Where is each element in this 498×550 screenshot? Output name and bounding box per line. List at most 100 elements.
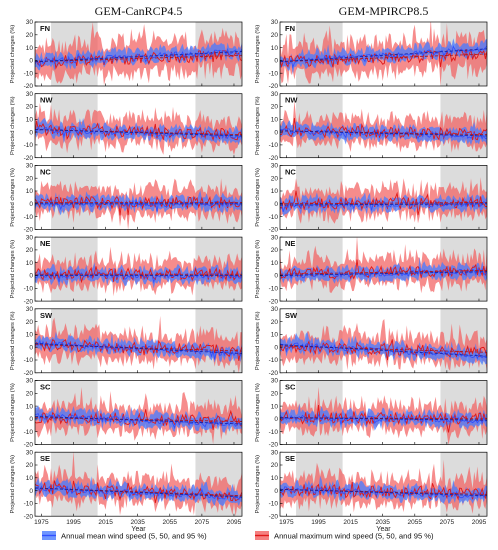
panel-frame bbox=[279, 93, 488, 159]
mean-wind-band bbox=[280, 257, 487, 285]
y-tick-label: 20 bbox=[271, 247, 279, 254]
y-axis-label: Projected changes (%) bbox=[255, 96, 261, 155]
panel-frame bbox=[34, 380, 243, 445]
y-tick-label: 30 bbox=[26, 449, 34, 456]
x-tick-label: 1995 bbox=[311, 519, 326, 526]
panel-se-1: -20 -10 0 10 20 30 Projected changes (%) SE 1975… bbox=[10, 449, 243, 533]
y-tick-label: 10 bbox=[26, 260, 34, 267]
panel-ne-1: -20 -10 0 10 20 30 Projected changes (%) NE bbox=[10, 234, 243, 305]
panel-sc-1: -20 -10 0 10 20 30 Projected changes (%) SC bbox=[10, 378, 243, 449]
panel-frame bbox=[34, 93, 243, 159]
y-axis-label: Projected changes (%) bbox=[10, 25, 16, 84]
mean-wind-trend bbox=[280, 48, 487, 63]
y-axis-label: Projected changes (%) bbox=[10, 96, 16, 155]
panel-frame bbox=[34, 21, 243, 87]
y-tick-label: -20 bbox=[24, 513, 34, 520]
mean-wind-trend bbox=[280, 488, 487, 497]
region-label: SW bbox=[40, 311, 53, 320]
mean-wind-trend bbox=[35, 487, 242, 498]
y-tick-label: 0 bbox=[274, 201, 278, 208]
y-tick-label: -20 bbox=[24, 298, 34, 305]
y-tick-label: 30 bbox=[271, 19, 279, 26]
region-label: FN bbox=[285, 24, 295, 33]
y-tick-label: 30 bbox=[271, 378, 279, 385]
mean-wind-trend bbox=[35, 129, 242, 137]
max-wind-trend bbox=[280, 345, 487, 353]
y-tick-label: 30 bbox=[271, 234, 279, 241]
y-tick-label: 20 bbox=[26, 462, 34, 469]
max-wind-median bbox=[280, 48, 487, 69]
y-tick-label: 20 bbox=[271, 32, 279, 39]
y-tick-label: 0 bbox=[274, 488, 278, 495]
mean-wind-band bbox=[35, 260, 242, 289]
max-wind-trend bbox=[35, 129, 242, 136]
panel-frame bbox=[279, 451, 488, 517]
panel-frame bbox=[279, 165, 488, 230]
y-tick-label: 0 bbox=[29, 344, 33, 351]
region-label: NC bbox=[285, 167, 296, 176]
x-axis-label: Year bbox=[376, 526, 391, 533]
mean-wind-band bbox=[35, 331, 242, 363]
y-tick-label: 0 bbox=[274, 273, 278, 280]
panel-sc-2: -20 -10 0 10 20 30 Projected changes (%) SC bbox=[255, 378, 488, 449]
x-tick-label: 2035 bbox=[375, 519, 390, 526]
mean-wind-trend bbox=[35, 342, 242, 354]
panel-nw-2: -20 -10 0 10 20 30 Projected changes (%) NW bbox=[255, 91, 488, 162]
y-tick-label: 10 bbox=[26, 188, 34, 195]
y-axis-label: Projected changes (%) bbox=[10, 455, 16, 514]
x-tick-label: 2095 bbox=[227, 519, 242, 526]
y-tick-label: -10 bbox=[269, 429, 279, 436]
x-tick-label: 2075 bbox=[195, 519, 210, 526]
mean-wind-trend bbox=[280, 203, 487, 206]
y-tick-label: 0 bbox=[274, 344, 278, 351]
panel-fn-2: -20 -10 0 10 20 30 Projected changes (%) FN bbox=[255, 19, 488, 90]
panel-frame bbox=[34, 165, 243, 230]
panel-sw-2: -20 -10 0 10 20 30 Projected changes (%) SW bbox=[255, 306, 488, 377]
mean-wind-median bbox=[280, 267, 487, 280]
y-tick-label: -20 bbox=[269, 513, 279, 520]
legend-entry: Annual mean wind speed (5, 50, and 95 %) bbox=[42, 531, 207, 541]
y-tick-label: 30 bbox=[26, 378, 34, 385]
column-title: GEM-CanRCP4.5 bbox=[95, 4, 183, 18]
region-label: NW bbox=[40, 96, 53, 105]
y-tick-label: -10 bbox=[269, 357, 279, 364]
y-tick-label: 0 bbox=[274, 416, 278, 423]
panel-frame bbox=[34, 236, 243, 302]
y-tick-label: 10 bbox=[271, 45, 279, 52]
region-label: NW bbox=[285, 96, 298, 105]
max-wind-trend bbox=[35, 54, 242, 63]
y-tick-label: -20 bbox=[269, 370, 279, 377]
y-tick-label: -10 bbox=[269, 286, 279, 293]
panel-nc-2: -20 -10 0 10 20 30 Projected changes (%) NC bbox=[255, 163, 488, 234]
column-title: GEM-MPIRCP8.5 bbox=[339, 4, 429, 18]
y-tick-label: 10 bbox=[26, 45, 34, 52]
y-tick-label: -10 bbox=[24, 70, 34, 77]
max-wind-median bbox=[35, 409, 242, 430]
max-wind-trend bbox=[280, 202, 487, 205]
mean-wind-median bbox=[35, 339, 242, 360]
panel-se-2: -20 -10 0 10 20 30 Projected changes (%) SE 1975… bbox=[255, 449, 488, 533]
x-tick-label: 2095 bbox=[472, 519, 487, 526]
y-tick-label: -20 bbox=[24, 155, 34, 162]
max-wind-trend bbox=[35, 487, 242, 497]
y-tick-label: -10 bbox=[24, 286, 34, 293]
y-tick-label: -20 bbox=[24, 370, 34, 377]
legend-label: Annual mean wind speed (5, 50, and 95 %) bbox=[61, 532, 207, 541]
region-label: NE bbox=[285, 239, 295, 248]
region-label: NE bbox=[40, 239, 50, 248]
y-axis-label: Projected changes (%) bbox=[255, 383, 261, 442]
y-tick-label: 30 bbox=[271, 163, 279, 170]
y-tick-label: -10 bbox=[269, 501, 279, 508]
max-wind-band bbox=[35, 452, 242, 517]
panel-frame bbox=[279, 21, 488, 87]
mean-wind-trend bbox=[280, 344, 487, 357]
region-label: SE bbox=[285, 454, 295, 463]
legend-label: Annual maximum wind speed (5, 50, and 95… bbox=[274, 532, 434, 541]
mean-wind-trend bbox=[35, 51, 242, 63]
y-tick-label: 20 bbox=[26, 104, 34, 111]
y-tick-label: 10 bbox=[26, 117, 34, 124]
y-tick-label: -20 bbox=[24, 442, 34, 449]
max-wind-trend bbox=[280, 488, 487, 495]
y-tick-label: 20 bbox=[271, 175, 279, 182]
mean-wind-band bbox=[280, 38, 487, 75]
